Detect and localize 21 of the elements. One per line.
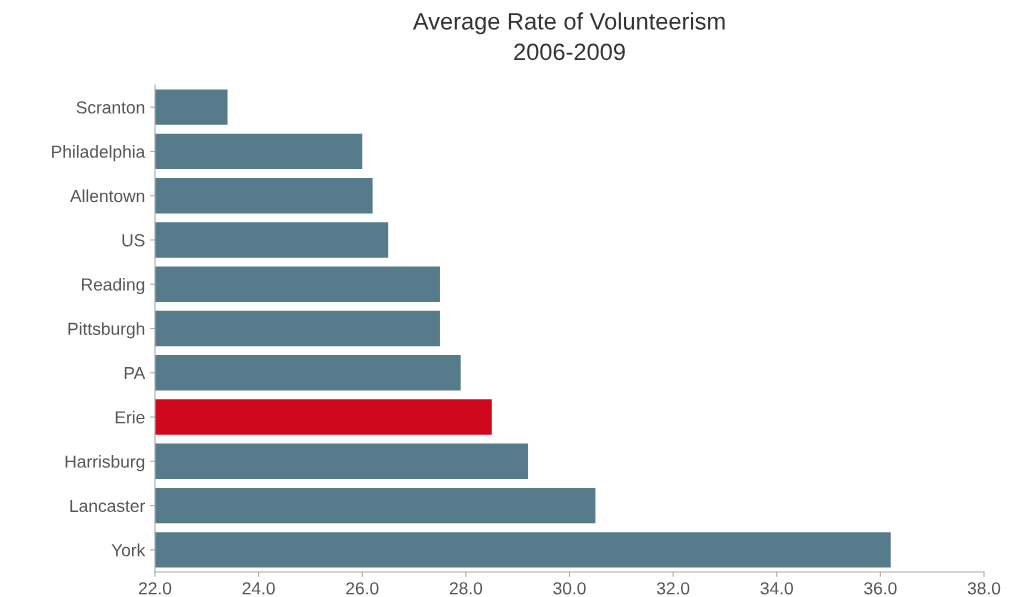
y-tick-label: Philadelphia <box>52 145 146 162</box>
y-tick-label: US <box>122 234 145 247</box>
x-tick-label: 24.0 <box>242 582 275 595</box>
x-tick-label: 28.0 <box>449 582 483 595</box>
y-tick-label: Pittsburgh <box>68 322 145 339</box>
y-tick-label: Reading <box>82 277 145 295</box>
y-tick-label: Harrisburg <box>65 455 145 472</box>
x-tick-label: 34.0 <box>760 582 793 595</box>
x-tick-label: 26.0 <box>346 582 379 595</box>
x-tick-label: 36.0 <box>864 582 897 595</box>
y-tick-label: Allentown <box>70 189 145 203</box>
x-tick-label: 30.0 <box>553 582 586 595</box>
y-tick-label: Lancaster <box>70 499 145 513</box>
y-tick-label: Scranton <box>76 101 145 114</box>
y-tick-label: PA <box>124 367 146 380</box>
y-tick-label: Erie <box>115 410 145 424</box>
x-tick-label: 22.0 <box>138 582 172 595</box>
chart-title: Average Rate of Volunteerism 2006-2009 <box>412 12 725 61</box>
y-tick-label: York <box>111 543 146 557</box>
x-tick-label: 32.0 <box>656 582 690 595</box>
x-tick-label: 38.0 <box>967 582 1001 595</box>
